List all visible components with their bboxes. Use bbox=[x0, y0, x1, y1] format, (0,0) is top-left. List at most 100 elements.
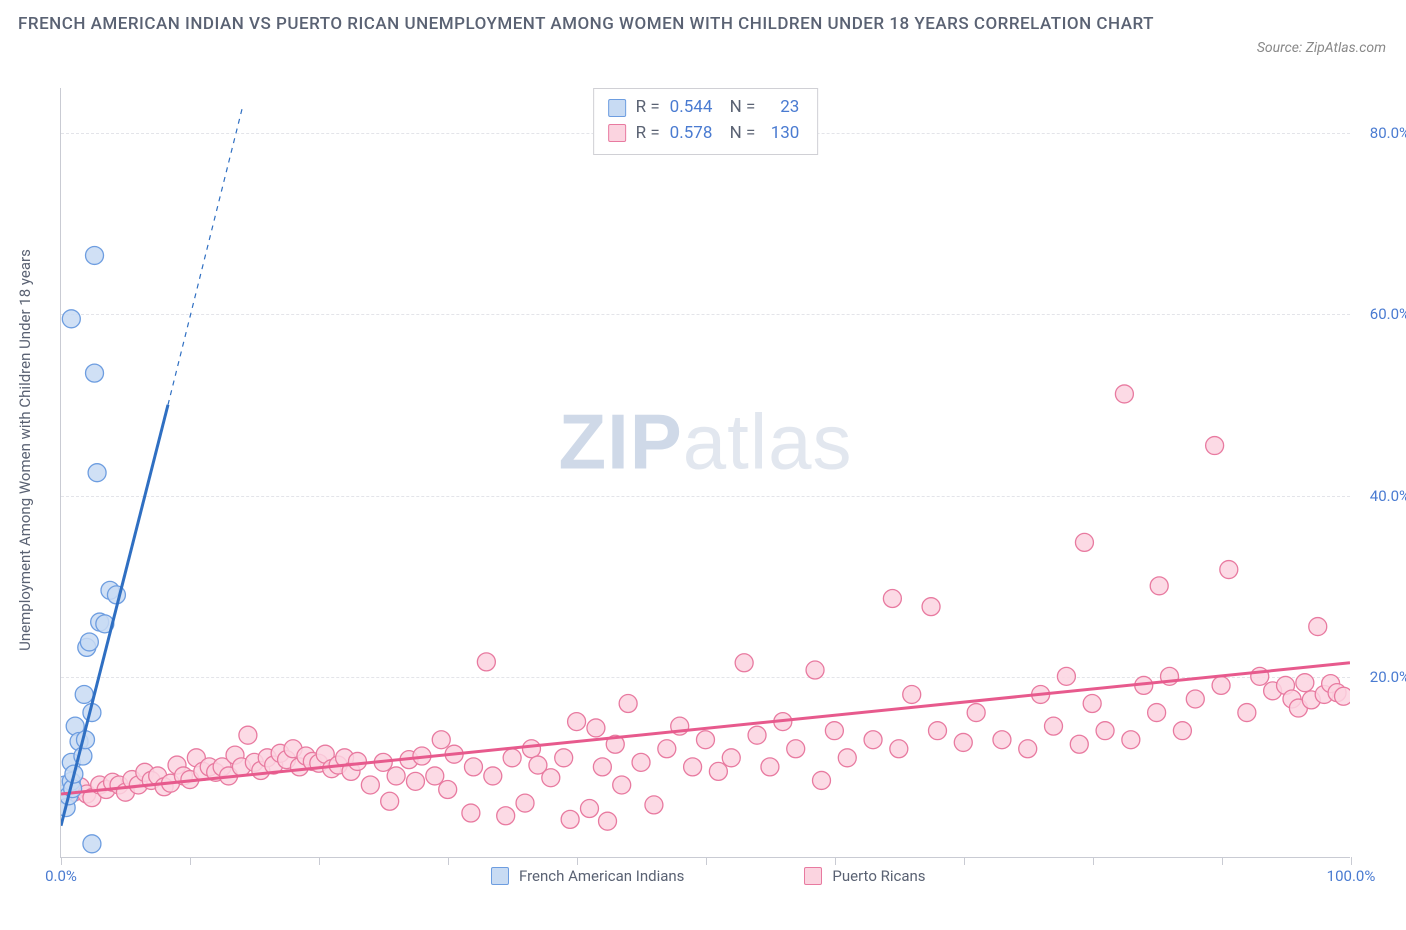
stats-r-label: R = bbox=[636, 95, 660, 121]
data-point bbox=[1115, 385, 1133, 403]
data-point bbox=[632, 753, 650, 771]
data-point bbox=[580, 800, 598, 818]
data-point bbox=[1070, 735, 1088, 753]
stats-n-label: N = bbox=[730, 95, 756, 121]
data-point bbox=[1019, 740, 1037, 758]
data-point bbox=[1122, 731, 1140, 749]
xtick bbox=[448, 857, 449, 865]
data-point bbox=[696, 731, 714, 749]
data-point bbox=[1206, 437, 1224, 455]
data-point bbox=[709, 762, 727, 780]
data-point bbox=[464, 758, 482, 776]
chart-container: FRENCH AMERICAN INDIAN VS PUERTO RICAN U… bbox=[0, 0, 1406, 930]
bottom-legend: French American Indians Puerto Ricans bbox=[491, 867, 926, 885]
data-point bbox=[555, 749, 573, 767]
stats-n-label: N = bbox=[730, 121, 756, 147]
xtick bbox=[1222, 857, 1223, 865]
xtick bbox=[577, 857, 578, 865]
data-point bbox=[1173, 722, 1191, 740]
xtick bbox=[61, 857, 62, 865]
data-point bbox=[561, 810, 579, 828]
data-point bbox=[387, 767, 405, 785]
data-point bbox=[593, 758, 611, 776]
data-point bbox=[80, 633, 98, 651]
xtick bbox=[706, 857, 707, 865]
data-point bbox=[684, 758, 702, 776]
stats-r-label: R = bbox=[636, 121, 660, 147]
data-point bbox=[613, 776, 631, 794]
data-point bbox=[83, 835, 101, 853]
data-point bbox=[1220, 561, 1238, 579]
data-point bbox=[477, 653, 495, 671]
data-point bbox=[825, 722, 843, 740]
data-point bbox=[1335, 687, 1350, 705]
data-point bbox=[239, 726, 257, 744]
stats-row-series-b: R = 0.578 N = 130 bbox=[608, 121, 800, 147]
stats-n-value-b: 130 bbox=[765, 121, 799, 147]
legend-item-series-b: Puerto Ricans bbox=[804, 867, 925, 885]
data-point bbox=[864, 731, 882, 749]
data-point bbox=[361, 776, 379, 794]
xtick bbox=[319, 857, 320, 865]
data-point bbox=[883, 590, 901, 608]
ytick-label: 60.0% bbox=[1355, 305, 1406, 323]
xtick bbox=[1093, 857, 1094, 865]
stats-n-value-a: 23 bbox=[765, 95, 799, 121]
data-point bbox=[1150, 577, 1168, 595]
data-point bbox=[748, 726, 766, 744]
data-point bbox=[568, 713, 586, 731]
data-point bbox=[658, 740, 676, 758]
data-point bbox=[497, 807, 515, 825]
swatch-series-b bbox=[608, 124, 626, 142]
data-point bbox=[735, 654, 753, 672]
legend-label-a: French American Indians bbox=[519, 867, 684, 885]
y-axis-label: Unemployment Among Women with Children U… bbox=[16, 249, 34, 651]
data-point bbox=[587, 719, 605, 737]
data-point bbox=[787, 740, 805, 758]
data-point bbox=[1309, 618, 1327, 636]
data-point bbox=[86, 246, 104, 264]
data-point bbox=[503, 749, 521, 767]
data-point bbox=[922, 598, 940, 616]
legend-label-b: Puerto Ricans bbox=[832, 867, 925, 885]
ytick-label: 40.0% bbox=[1355, 487, 1406, 505]
data-point bbox=[432, 731, 450, 749]
data-point bbox=[516, 794, 534, 812]
data-point bbox=[993, 731, 1011, 749]
ytick-label: 80.0% bbox=[1355, 124, 1406, 142]
stats-r-value-b: 0.578 bbox=[670, 121, 720, 147]
data-point bbox=[967, 704, 985, 722]
xtick bbox=[1351, 857, 1352, 865]
data-point bbox=[86, 364, 104, 382]
xtick bbox=[835, 857, 836, 865]
trendline-series-a-dash bbox=[168, 106, 243, 405]
page-title: FRENCH AMERICAN INDIAN VS PUERTO RICAN U… bbox=[18, 12, 1206, 38]
xtick bbox=[964, 857, 965, 865]
stats-row-series-a: R = 0.544 N = 23 bbox=[608, 95, 800, 121]
data-point bbox=[812, 771, 830, 789]
trendline-series-a bbox=[61, 405, 168, 826]
swatch-series-b bbox=[804, 867, 822, 885]
data-point bbox=[1186, 690, 1204, 708]
data-point bbox=[890, 740, 908, 758]
data-point bbox=[1057, 667, 1075, 685]
data-point bbox=[406, 772, 424, 790]
stats-r-value-a: 0.544 bbox=[670, 95, 720, 121]
ytick-label: 20.0% bbox=[1355, 668, 1406, 686]
data-point bbox=[619, 695, 637, 713]
data-point bbox=[542, 769, 560, 787]
data-point bbox=[599, 812, 617, 830]
data-point bbox=[929, 722, 947, 740]
data-point bbox=[903, 685, 921, 703]
legend-item-series-a: French American Indians bbox=[491, 867, 684, 885]
plot-area: ZIPatlas R = 0.544 N = 23 R = 0.578 N = … bbox=[60, 88, 1350, 858]
data-point bbox=[761, 758, 779, 776]
data-point bbox=[838, 749, 856, 767]
data-point bbox=[462, 804, 480, 822]
xtick-label: 0.0% bbox=[45, 867, 77, 885]
data-point bbox=[88, 464, 106, 482]
data-point bbox=[348, 752, 366, 770]
data-point bbox=[1148, 704, 1166, 722]
data-point bbox=[1083, 695, 1101, 713]
data-point bbox=[62, 310, 80, 328]
